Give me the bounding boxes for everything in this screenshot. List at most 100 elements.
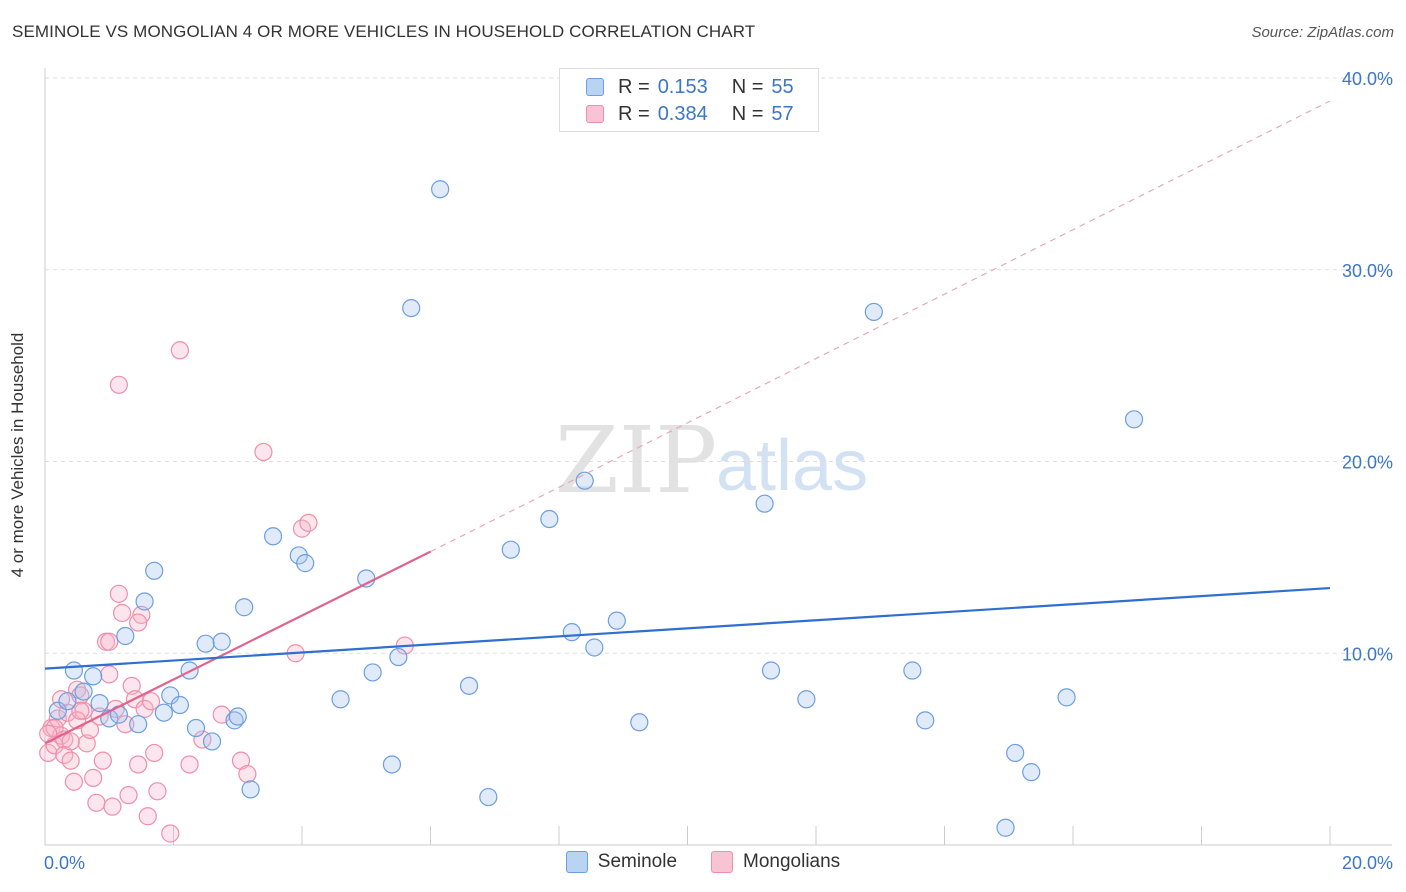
seminole-point bbox=[1006, 743, 1025, 763]
seminole-point bbox=[84, 667, 103, 686]
legend-item-mongolians[interactable]: Mongolians bbox=[711, 851, 840, 873]
seminole-point bbox=[501, 540, 520, 559]
seminole-point bbox=[228, 707, 247, 726]
series-legend: Seminole Mongolians bbox=[0, 851, 1406, 873]
correlation-legend: R = 0.153 N = 55 R = 0.384 N = 57 bbox=[559, 68, 819, 132]
seminole-point bbox=[797, 690, 816, 709]
mongolian-point bbox=[129, 755, 148, 774]
legend-n-label: N = bbox=[731, 102, 764, 125]
seminole-point bbox=[1124, 410, 1144, 429]
y-tick-label: 40.0% bbox=[1342, 69, 1393, 89]
seminole-point bbox=[575, 471, 594, 490]
seminole-point bbox=[382, 755, 402, 774]
seminole-point bbox=[202, 732, 222, 751]
seminole-point bbox=[170, 695, 190, 715]
mongolian-point bbox=[84, 768, 103, 787]
mongolian-point bbox=[61, 732, 80, 751]
mongolian-point bbox=[145, 743, 164, 763]
y-tick-label: 20.0% bbox=[1342, 453, 1393, 473]
seminole-point bbox=[585, 638, 604, 657]
legend-n-value: 57 bbox=[771, 102, 794, 125]
seminole-point bbox=[196, 634, 215, 653]
tick-labels: 10.0% 20.0% 30.0% 40.0% 0.0% 20.0% bbox=[44, 69, 1393, 873]
seminole-point bbox=[1022, 763, 1041, 782]
mongolian-point bbox=[103, 797, 122, 816]
seminole-point bbox=[916, 711, 935, 730]
seminole-point bbox=[562, 623, 581, 642]
mongolian-point bbox=[100, 665, 119, 684]
seminole-point bbox=[241, 780, 260, 799]
seminole-point bbox=[186, 718, 206, 738]
y-tick-label: 30.0% bbox=[1342, 261, 1393, 281]
mongolian-point bbox=[238, 764, 257, 784]
mongolian-point bbox=[299, 513, 318, 532]
seminole-point bbox=[903, 661, 922, 680]
legend-r-value: 0.153 bbox=[657, 75, 708, 98]
mongolian-point bbox=[141, 692, 161, 711]
series-seminole bbox=[48, 180, 1144, 837]
seminole-point bbox=[459, 676, 479, 695]
mongolian-trend-extension bbox=[430, 100, 1331, 553]
seminole-point bbox=[864, 302, 883, 322]
legend-swatch-mongolians bbox=[711, 851, 734, 873]
mongolian-point bbox=[61, 751, 80, 770]
series-mongolians bbox=[39, 341, 414, 843]
mongolian-point bbox=[138, 807, 157, 826]
legend-swatch-seminole bbox=[565, 851, 588, 873]
mongolian-point bbox=[254, 442, 273, 462]
legend-r-label: R = bbox=[618, 75, 650, 98]
seminole-point bbox=[263, 527, 283, 546]
mongolian-point bbox=[87, 793, 106, 812]
mongolian-point bbox=[129, 613, 148, 632]
legend-row-seminole: R = 0.153 N = 55 bbox=[586, 75, 794, 99]
seminole-point bbox=[235, 598, 254, 617]
seminole-point bbox=[296, 554, 315, 573]
seminole-point bbox=[331, 690, 350, 709]
mongolian-point bbox=[64, 772, 84, 791]
mongolian-point bbox=[77, 734, 96, 753]
legend-n-value: 55 bbox=[771, 75, 794, 98]
mongolian-point bbox=[93, 751, 112, 770]
seminole-point bbox=[129, 715, 148, 734]
seminole-point bbox=[90, 694, 109, 713]
mongolian-point bbox=[116, 715, 135, 734]
seminole-point bbox=[74, 682, 93, 701]
source-label: Source: ZipAtlas.com bbox=[1251, 24, 1394, 41]
seminole-point bbox=[431, 180, 450, 199]
y-tick-label: 10.0% bbox=[1342, 644, 1393, 664]
seminole-point bbox=[402, 299, 421, 318]
seminole-point bbox=[154, 703, 173, 722]
mongolian-point bbox=[109, 584, 128, 603]
seminole-point bbox=[363, 663, 382, 682]
x-tick-label: 20.0% bbox=[1342, 853, 1393, 873]
seminole-point bbox=[540, 509, 559, 529]
mongolian-point bbox=[109, 375, 128, 394]
mongolian-point bbox=[48, 709, 67, 728]
seminole-point bbox=[479, 787, 498, 807]
legend-item-seminole[interactable]: Seminole bbox=[565, 851, 678, 873]
mongolian-point bbox=[148, 782, 167, 801]
watermark-atlas-text: atlas bbox=[716, 426, 868, 506]
seminole-point bbox=[761, 661, 781, 680]
seminole-point bbox=[116, 626, 135, 646]
seminole-point bbox=[161, 686, 180, 705]
seminole-trend-line bbox=[44, 586, 1331, 670]
legend-n-label: N = bbox=[731, 75, 764, 98]
mongolian-point bbox=[71, 701, 90, 720]
chart-title: SEMINOLE VS MONGOLIAN 4 OR MORE VEHICLES… bbox=[12, 22, 756, 41]
seminole-point bbox=[389, 647, 408, 667]
legend-swatch-mongolians bbox=[586, 105, 604, 123]
legend-label-seminole: Seminole bbox=[597, 851, 678, 872]
mongolian-trend-line bbox=[44, 550, 431, 745]
seminole-point bbox=[630, 713, 649, 732]
seminole-point bbox=[58, 692, 77, 711]
legend-swatch-seminole bbox=[586, 78, 604, 96]
legend-r-value: 0.384 bbox=[657, 102, 708, 125]
legend-row-mongolians: R = 0.384 N = 57 bbox=[586, 102, 794, 126]
x-tick-label: 0.0% bbox=[44, 853, 85, 873]
seminole-point bbox=[48, 701, 67, 720]
mongolian-point bbox=[122, 676, 141, 695]
seminole-point bbox=[145, 561, 164, 580]
mongolian-point bbox=[51, 690, 71, 709]
